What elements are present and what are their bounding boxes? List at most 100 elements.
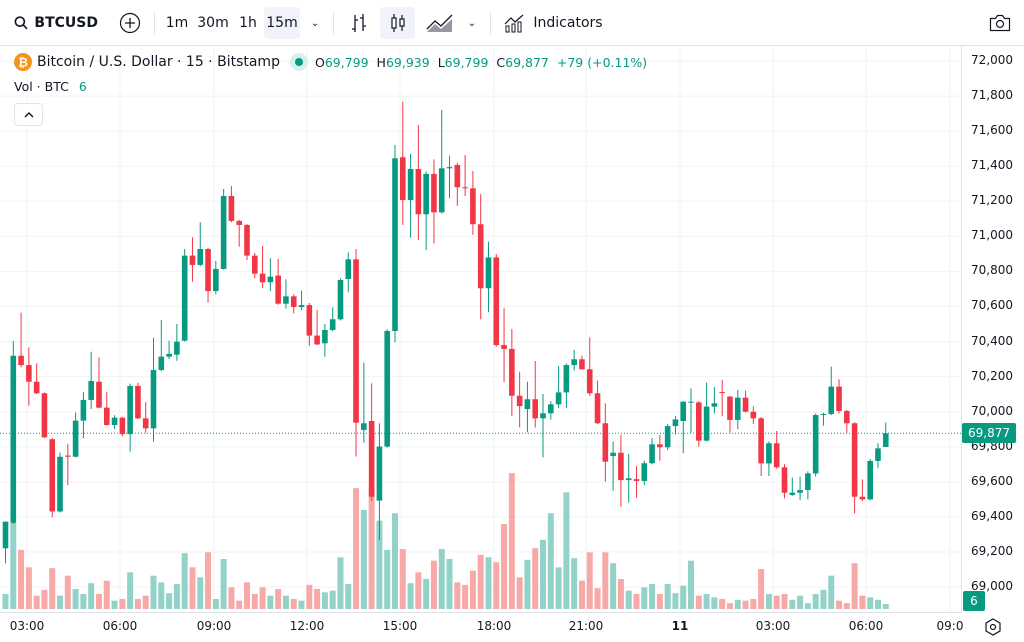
price-axis-label: 71,000 bbox=[971, 228, 1013, 243]
volume-bar bbox=[617, 579, 624, 609]
interval-30m[interactable]: 30m bbox=[197, 15, 229, 31]
volume-bar bbox=[127, 572, 134, 609]
candle-body bbox=[454, 164, 461, 188]
volume-bar bbox=[134, 599, 141, 609]
interval-1m[interactable]: 1m bbox=[165, 15, 189, 31]
volume-bar bbox=[555, 567, 562, 609]
market-open-status-icon[interactable] bbox=[289, 53, 308, 71]
candle-body bbox=[158, 356, 165, 370]
compare-symbol-button[interactable] bbox=[114, 7, 146, 39]
candle-body bbox=[719, 392, 725, 394]
candle-body bbox=[49, 439, 56, 512]
time-axis-label: 11 bbox=[671, 619, 689, 633]
volume-bar bbox=[703, 594, 710, 609]
volume-bar bbox=[680, 585, 687, 609]
candle-body bbox=[875, 448, 881, 461]
close-label: C bbox=[496, 54, 506, 70]
time-axis[interactable]: 03:00 06:00 09:00 12:00 15:00 18:00 21:00 11 03:… bbox=[0, 612, 964, 642]
chart-settings-button[interactable] bbox=[982, 616, 1004, 638]
area-chart-style-button[interactable] bbox=[420, 7, 460, 39]
volume-bar bbox=[228, 587, 235, 609]
candle-body bbox=[314, 335, 320, 345]
indicators-button[interactable]: Indicators bbox=[498, 7, 608, 39]
candle-body bbox=[485, 257, 492, 289]
candle-body bbox=[610, 452, 616, 457]
volume-bar bbox=[49, 568, 56, 609]
candle-body bbox=[540, 413, 546, 419]
candle-body bbox=[633, 479, 640, 481]
interval-dropdown-chevron-icon[interactable]: ⌄ bbox=[310, 17, 320, 29]
price-axis-label: 70,800 bbox=[971, 263, 1013, 278]
candle-body bbox=[80, 399, 87, 421]
symbol-search-button[interactable]: BTCUSD bbox=[8, 7, 98, 39]
candle-body bbox=[18, 355, 24, 366]
candles-chart-style-button[interactable] bbox=[380, 7, 415, 39]
interval-15m[interactable]: 15m bbox=[264, 7, 300, 39]
volume-bar bbox=[812, 594, 819, 609]
volume-bar bbox=[501, 524, 508, 609]
volume-bar bbox=[695, 595, 702, 609]
interval-1h[interactable]: 1h bbox=[239, 15, 257, 31]
volume-bar bbox=[166, 593, 173, 609]
divider bbox=[154, 12, 155, 34]
time-axis-label: 03:00 bbox=[755, 619, 791, 633]
volume-bar bbox=[243, 582, 250, 609]
candle-body bbox=[470, 188, 476, 225]
collapse-legend-button[interactable] bbox=[14, 103, 43, 126]
volume-bar bbox=[399, 549, 406, 609]
price-chart[interactable] bbox=[0, 0, 961, 612]
chevron-up-icon bbox=[24, 111, 33, 117]
candle-body bbox=[625, 478, 632, 481]
candle-body bbox=[244, 224, 250, 256]
volume-bar bbox=[719, 599, 726, 609]
volume-bar bbox=[119, 599, 126, 609]
candle-body bbox=[805, 473, 811, 491]
symbol-legend: ₿ Bitcoin / U.S. Dollar · 15 · Bitstamp … bbox=[14, 53, 651, 71]
chart-style-dropdown-chevron-icon[interactable]: ⌄ bbox=[467, 17, 477, 29]
screenshot-button[interactable] bbox=[984, 7, 1016, 39]
volume-bar bbox=[789, 599, 796, 609]
volume-bar bbox=[267, 595, 274, 609]
candle-body bbox=[548, 404, 554, 414]
volume-bar bbox=[290, 599, 297, 609]
bars-icon bbox=[352, 14, 366, 32]
volume-bar bbox=[314, 589, 321, 609]
candle-body bbox=[96, 381, 102, 408]
candle-body bbox=[220, 196, 227, 269]
volume-bar bbox=[711, 597, 718, 609]
open-value: 69,799 bbox=[324, 54, 369, 70]
bar-chart-style-button[interactable] bbox=[342, 7, 376, 39]
candle-body bbox=[415, 169, 422, 215]
svg-text:₿: ₿ bbox=[18, 56, 28, 70]
high-label: H bbox=[376, 54, 386, 70]
candle-body bbox=[353, 259, 359, 423]
volume-bar bbox=[33, 595, 40, 609]
volume-bar bbox=[649, 584, 656, 609]
low-label: L bbox=[437, 54, 445, 70]
last-volume-tag: 6 bbox=[963, 591, 985, 611]
time-axis-label: 09:0 bbox=[936, 619, 964, 633]
volume-bar bbox=[236, 600, 243, 609]
price-axis[interactable]: 72,000 71,800 71,600 71,400 71,200 71,000 70,8… bbox=[961, 46, 1024, 612]
volume-bar bbox=[641, 587, 648, 609]
candle-body bbox=[836, 386, 842, 411]
volume-bar bbox=[563, 492, 570, 609]
symbol-label: BTCUSD bbox=[34, 15, 98, 31]
volume-bar bbox=[205, 552, 212, 609]
volume-bar bbox=[173, 584, 180, 609]
candle-body bbox=[72, 420, 79, 457]
candle-body bbox=[283, 296, 289, 304]
volume-bar bbox=[57, 595, 64, 609]
volume-bar bbox=[10, 522, 17, 609]
volume-bar bbox=[423, 579, 430, 609]
volume-bar bbox=[2, 594, 9, 609]
candle-body bbox=[649, 444, 655, 464]
candle-body bbox=[205, 248, 211, 292]
candle-body bbox=[345, 259, 352, 279]
candle-body bbox=[781, 467, 788, 493]
volume-bar bbox=[836, 600, 843, 609]
bitcoin-logo-icon: ₿ bbox=[14, 53, 32, 71]
low-value: 69,799 bbox=[444, 54, 489, 70]
price-axis-label: 70,600 bbox=[971, 298, 1013, 313]
volume-bar bbox=[594, 588, 601, 609]
